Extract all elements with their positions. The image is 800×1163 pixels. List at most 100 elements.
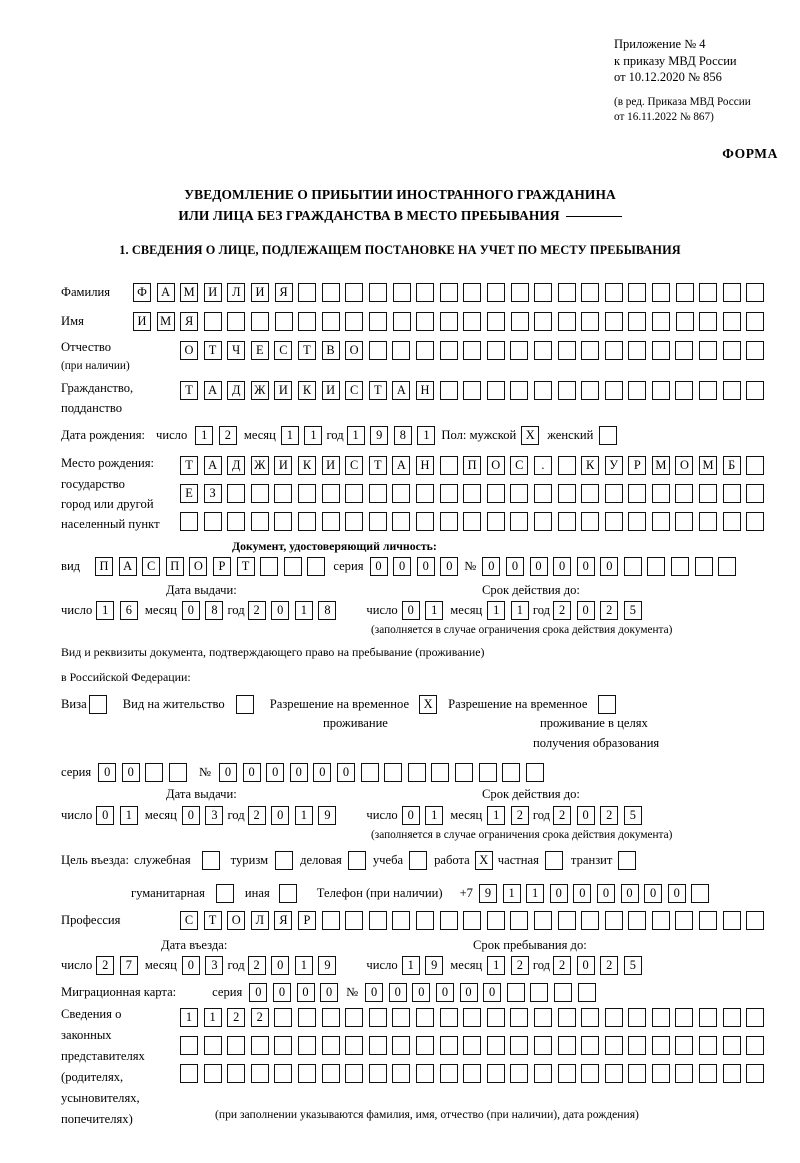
char-box[interactable] bbox=[298, 283, 317, 302]
char-box[interactable] bbox=[604, 484, 623, 503]
char-box[interactable] bbox=[722, 911, 741, 930]
char-box[interactable]: Б bbox=[722, 456, 741, 475]
char-box[interactable] bbox=[463, 1064, 482, 1083]
char-box[interactable] bbox=[675, 283, 694, 302]
char-box[interactable] bbox=[463, 381, 482, 400]
representatives-input-3[interactable] bbox=[180, 1064, 765, 1083]
char-box[interactable]: К bbox=[297, 456, 316, 475]
char-box[interactable] bbox=[510, 312, 529, 331]
char-box[interactable] bbox=[486, 512, 505, 531]
char-box[interactable] bbox=[533, 341, 552, 360]
char-box[interactable] bbox=[439, 283, 458, 302]
char-box[interactable]: 2 bbox=[247, 956, 266, 975]
char-box[interactable] bbox=[439, 911, 458, 930]
char-box[interactable] bbox=[368, 283, 387, 302]
char-box[interactable] bbox=[533, 381, 552, 400]
char-box[interactable]: 8 bbox=[205, 601, 224, 620]
char-box[interactable] bbox=[722, 512, 741, 531]
char-box[interactable] bbox=[651, 381, 670, 400]
char-box[interactable]: 0 bbox=[576, 557, 595, 576]
char-box[interactable]: Д bbox=[227, 456, 246, 475]
char-box[interactable] bbox=[699, 1036, 718, 1055]
char-box[interactable]: 0 bbox=[401, 806, 420, 825]
char-box[interactable]: И bbox=[321, 456, 340, 475]
char-box[interactable] bbox=[486, 381, 505, 400]
char-box[interactable]: 1 bbox=[510, 601, 529, 620]
char-box[interactable]: Р bbox=[297, 911, 316, 930]
char-box[interactable] bbox=[250, 484, 269, 503]
char-box[interactable] bbox=[345, 484, 364, 503]
char-box[interactable] bbox=[463, 341, 482, 360]
char-box[interactable]: Д bbox=[227, 381, 246, 400]
char-box[interactable] bbox=[628, 1064, 647, 1083]
char-box[interactable]: 9 bbox=[478, 884, 497, 903]
char-box[interactable]: 1 bbox=[487, 806, 506, 825]
char-box[interactable] bbox=[699, 512, 718, 531]
char-box[interactable] bbox=[604, 512, 623, 531]
char-box[interactable] bbox=[463, 1008, 482, 1027]
char-box[interactable] bbox=[722, 341, 741, 360]
char-box[interactable]: О bbox=[227, 911, 246, 930]
char-box[interactable]: Ф bbox=[133, 283, 151, 302]
char-box[interactable]: С bbox=[274, 341, 293, 360]
char-box[interactable] bbox=[553, 983, 572, 1002]
char-box[interactable]: 0 bbox=[573, 884, 592, 903]
char-box[interactable] bbox=[675, 381, 694, 400]
char-box[interactable]: 0 bbox=[416, 557, 435, 576]
birthplace-input-3[interactable] bbox=[180, 512, 765, 531]
char-box[interactable] bbox=[628, 1008, 647, 1027]
char-box[interactable] bbox=[145, 763, 164, 782]
char-box[interactable] bbox=[699, 1008, 718, 1027]
char-box[interactable] bbox=[694, 557, 713, 576]
char-box[interactable] bbox=[463, 512, 482, 531]
char-box[interactable] bbox=[360, 763, 379, 782]
purpose-other-checkbox[interactable] bbox=[278, 884, 297, 903]
char-box[interactable] bbox=[691, 884, 710, 903]
char-box[interactable] bbox=[722, 484, 741, 503]
char-box[interactable]: 0 bbox=[576, 601, 595, 620]
char-box[interactable]: 1 bbox=[294, 601, 313, 620]
char-box[interactable] bbox=[718, 557, 737, 576]
char-box[interactable]: С bbox=[345, 456, 364, 475]
char-box[interactable]: Ж bbox=[250, 381, 269, 400]
char-box[interactable]: Т bbox=[203, 911, 222, 930]
char-box[interactable] bbox=[454, 763, 473, 782]
char-box[interactable]: 7 bbox=[119, 956, 138, 975]
char-box[interactable]: 2 bbox=[247, 601, 266, 620]
char-box[interactable]: 1 bbox=[119, 806, 138, 825]
char-box[interactable]: М bbox=[651, 456, 670, 475]
char-box[interactable] bbox=[581, 283, 600, 302]
char-box[interactable]: 0 bbox=[549, 884, 568, 903]
char-box[interactable] bbox=[392, 1064, 411, 1083]
char-box[interactable]: 5 bbox=[623, 601, 642, 620]
char-box[interactable] bbox=[722, 1036, 741, 1055]
char-box[interactable] bbox=[345, 512, 364, 531]
char-box[interactable] bbox=[623, 557, 642, 576]
char-box[interactable] bbox=[651, 1064, 670, 1083]
char-box[interactable] bbox=[439, 484, 458, 503]
char-box[interactable] bbox=[510, 512, 529, 531]
char-box[interactable] bbox=[463, 911, 482, 930]
char-box[interactable]: Л bbox=[227, 283, 246, 302]
char-box[interactable] bbox=[647, 557, 666, 576]
char-box[interactable] bbox=[321, 1008, 340, 1027]
char-box[interactable]: О bbox=[486, 456, 505, 475]
char-box[interactable] bbox=[439, 1036, 458, 1055]
char-box[interactable]: З bbox=[203, 484, 222, 503]
char-box[interactable] bbox=[699, 381, 718, 400]
char-box[interactable]: 1 bbox=[195, 426, 214, 445]
char-box[interactable] bbox=[581, 512, 600, 531]
char-box[interactable]: А bbox=[203, 456, 222, 475]
char-box[interactable]: И bbox=[274, 456, 293, 475]
char-box[interactable] bbox=[463, 283, 482, 302]
char-box[interactable]: 2 bbox=[600, 956, 619, 975]
char-box[interactable] bbox=[577, 983, 596, 1002]
